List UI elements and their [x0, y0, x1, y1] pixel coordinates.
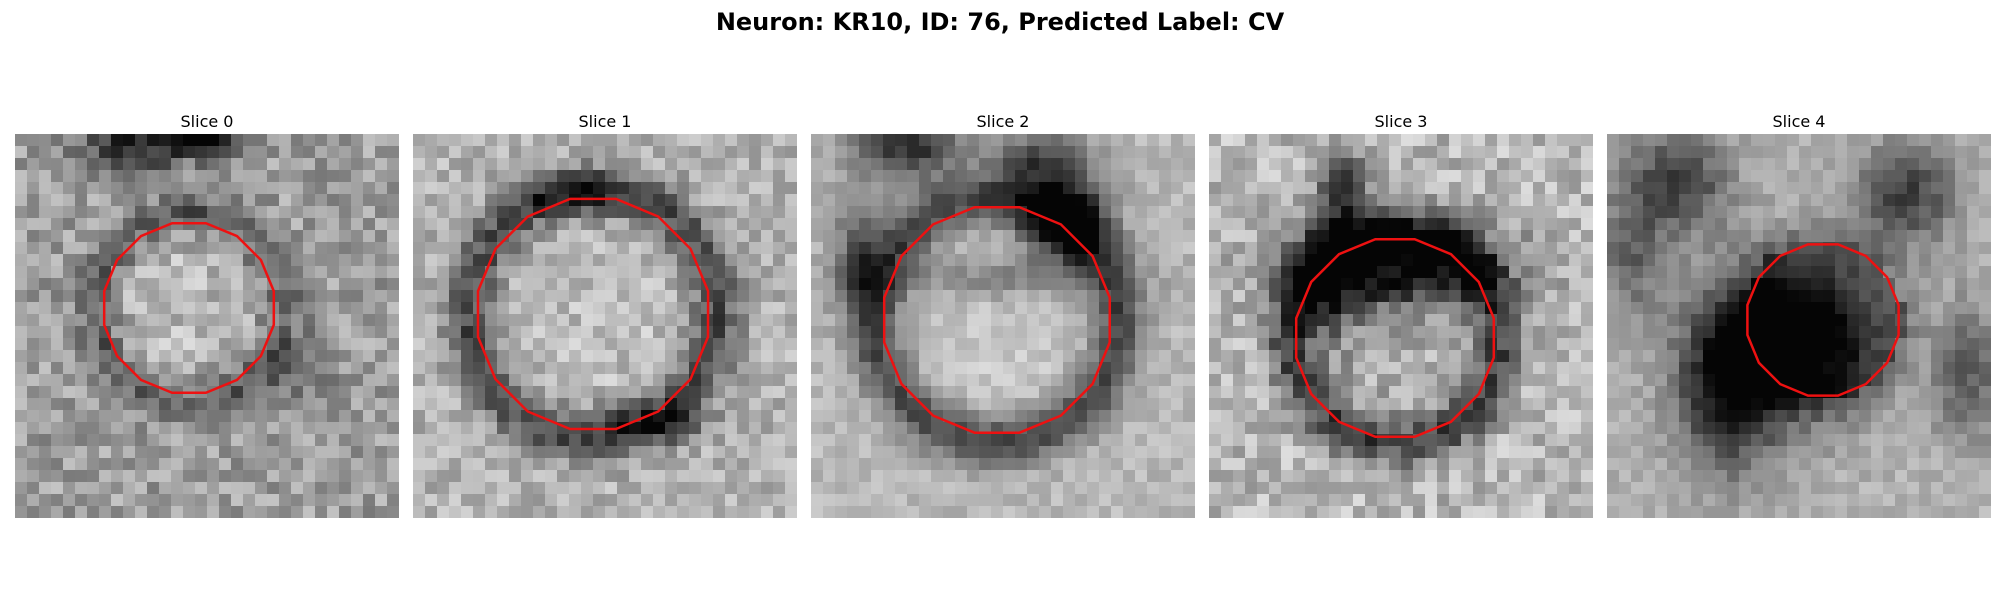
- slice-title-4: Slice 4: [1772, 112, 1826, 131]
- slice-image-3: [1209, 134, 1593, 518]
- slice-canvas-1: [413, 134, 797, 518]
- vesicle-contour-0: [102, 221, 276, 395]
- slice-canvas-2: [811, 134, 1195, 518]
- slice-panel-3: Slice 3: [1209, 110, 1593, 518]
- vesicle-contour-3: [1294, 237, 1496, 439]
- vesicle-contour-1: [476, 197, 710, 431]
- vesicle-contour-2: [882, 205, 1112, 434]
- vesicle-contour-4: [1746, 243, 1900, 397]
- slice-title-0: Slice 0: [180, 112, 234, 131]
- slice-image-0: [15, 134, 399, 518]
- slice-title-2: Slice 2: [976, 112, 1030, 131]
- slice-panel-2: Slice 2: [811, 110, 1195, 518]
- slice-title-3: Slice 3: [1374, 112, 1428, 131]
- slice-panel-4: Slice 4: [1607, 110, 1991, 518]
- slice-panel-1: Slice 1: [413, 110, 797, 518]
- slice-canvas-3: [1209, 134, 1593, 518]
- slice-image-4: [1607, 134, 1991, 518]
- figure-title: Neuron: KR10, ID: 76, Predicted Label: C…: [715, 8, 1285, 36]
- slice-canvas-4: [1607, 134, 1991, 518]
- slice-title-1: Slice 1: [578, 112, 632, 131]
- slice-canvas-0: [15, 134, 399, 518]
- slice-panel-0: Slice 0: [15, 110, 399, 518]
- slice-image-1: [413, 134, 797, 518]
- slice-image-2: [811, 134, 1195, 518]
